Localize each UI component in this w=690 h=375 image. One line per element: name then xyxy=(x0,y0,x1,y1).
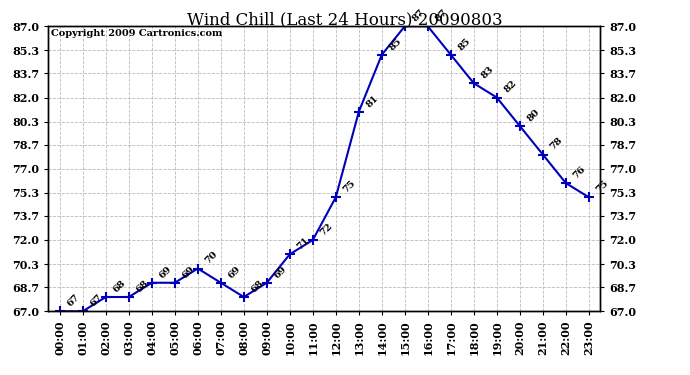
Text: 69: 69 xyxy=(273,264,288,280)
Text: 69: 69 xyxy=(180,264,196,280)
Text: 76: 76 xyxy=(571,164,587,180)
Text: 71: 71 xyxy=(295,236,311,252)
Text: 78: 78 xyxy=(549,136,564,152)
Text: 68: 68 xyxy=(135,278,150,294)
Text: 72: 72 xyxy=(318,221,334,237)
Text: 85: 85 xyxy=(456,36,472,52)
Text: 75: 75 xyxy=(594,178,610,195)
Text: 85: 85 xyxy=(387,36,403,52)
Text: 75: 75 xyxy=(342,178,357,195)
Text: Wind Chill (Last 24 Hours) 20090803: Wind Chill (Last 24 Hours) 20090803 xyxy=(187,11,503,28)
Text: 69: 69 xyxy=(226,264,242,280)
Text: 81: 81 xyxy=(364,93,380,109)
Text: 80: 80 xyxy=(525,107,542,123)
Text: 68: 68 xyxy=(249,278,265,294)
Text: 83: 83 xyxy=(480,64,495,81)
Text: 67: 67 xyxy=(66,292,81,309)
Text: 69: 69 xyxy=(157,264,173,280)
Text: 87: 87 xyxy=(411,8,426,24)
Text: Copyright 2009 Cartronics.com: Copyright 2009 Cartronics.com xyxy=(51,29,222,38)
Text: 82: 82 xyxy=(502,79,518,95)
Text: 68: 68 xyxy=(111,278,127,294)
Text: 70: 70 xyxy=(204,250,219,266)
Text: 87: 87 xyxy=(433,8,449,24)
Text: 67: 67 xyxy=(88,292,104,309)
